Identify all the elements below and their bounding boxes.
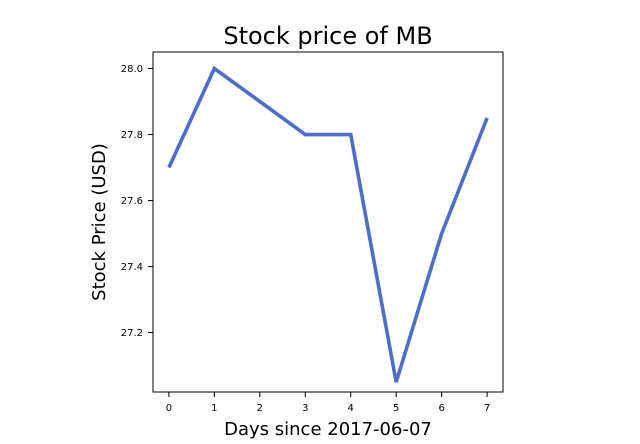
x-tick-label: 3 [302, 403, 308, 414]
y-axis-label: Stock Price (USD) [89, 143, 110, 301]
x-axis: 0 1 2 3 4 5 6 7 [166, 392, 490, 414]
y-tick-label: 27.2 [121, 328, 143, 339]
y-axis: 27.2 27.4 27.6 27.8 28.0 [121, 64, 153, 339]
y-tick-label: 27.8 [121, 130, 143, 141]
price-line [167, 65, 489, 383]
plot-area [152, 51, 504, 393]
x-tick-label: 2 [257, 403, 263, 414]
x-tick-label: 6 [438, 403, 444, 414]
x-axis-label: Days since 2017-06-07 [224, 419, 432, 440]
x-tick-label: 5 [393, 403, 399, 414]
y-tick-label: 28.0 [121, 64, 143, 75]
x-tick-label: 4 [348, 403, 354, 414]
x-tick-label: 0 [166, 403, 172, 414]
x-tick-label: 7 [484, 403, 490, 414]
series-layer [167, 65, 489, 383]
x-tick-label: 1 [211, 403, 217, 414]
y-tick-label: 27.6 [121, 196, 143, 207]
y-tick-label: 27.4 [121, 262, 143, 273]
chart-title: Stock price of MB [223, 22, 432, 50]
